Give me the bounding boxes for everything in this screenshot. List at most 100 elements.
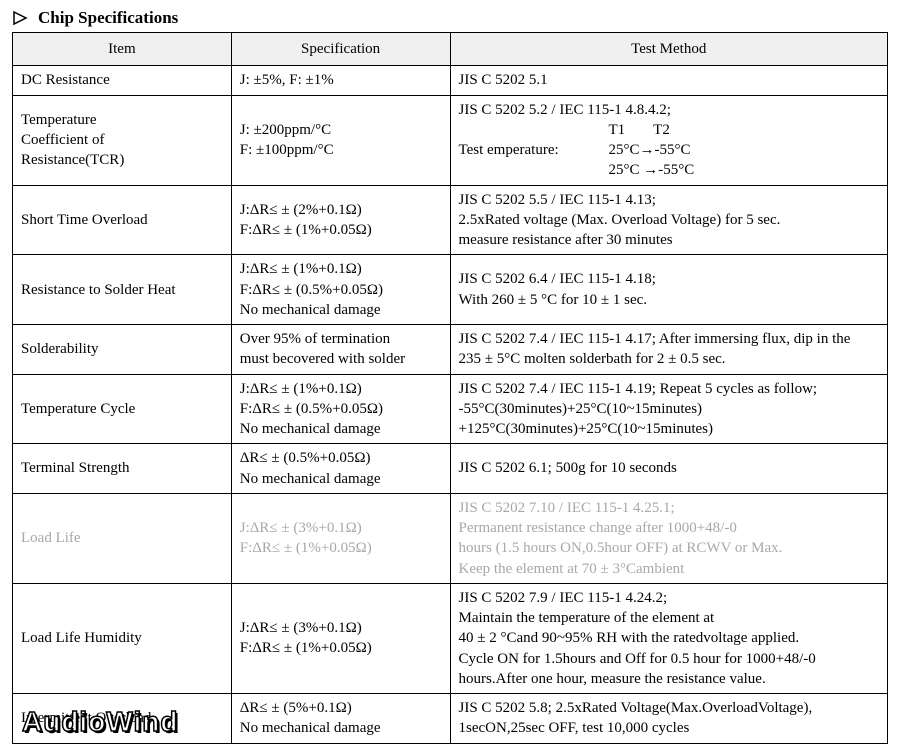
text-line: F:ΔR≤ ± (1%+0.05Ω) — [240, 220, 442, 240]
cell-item: Terminal Strength — [13, 444, 232, 494]
text-line: Over 95% of termination — [240, 329, 442, 349]
cell-test-tcr: JIS C 5202 5.2 / IEC 115-1 4.8.4.2;T1T2T… — [450, 95, 888, 185]
table-row: Load Life Humidity J:ΔR≤ ± (3%+0.1Ω)F:ΔR≤… — [13, 583, 888, 693]
triangle-icon — [12, 10, 28, 26]
col-item: Item — [13, 33, 232, 66]
text-line: F:ΔR≤ ± (1%+0.05Ω) — [240, 638, 442, 658]
cell-item: Short Time Overload — [13, 185, 232, 255]
text-line: Load Life — [21, 528, 223, 548]
section-heading: Chip Specifications — [12, 8, 888, 28]
text-line: must becovered with solder — [240, 349, 442, 369]
text-line: F:ΔR≤ ± (0.5%+0.05Ω) — [240, 280, 442, 300]
text-line: No mechanical damage — [240, 419, 442, 439]
cell-spec: J:ΔR≤ ± (3%+0.1Ω)F:ΔR≤ ± (1%+0.05Ω) — [231, 583, 450, 693]
cell-test: JIS C 5202 5.1 — [450, 66, 888, 95]
cell-spec: J:ΔR≤ ± (3%+0.1Ω)F:ΔR≤ ± (1%+0.05Ω) — [231, 493, 450, 583]
table-row: Intermittent Overload ΔR≤ ± (5%+0.1Ω)No m… — [13, 694, 888, 744]
cell-test: JIS C 5202 7.10 / IEC 115-1 4.25.1;Perma… — [450, 493, 888, 583]
text-line: +125°C(30minutes)+25°C(10~15minutes) — [459, 419, 880, 439]
cell-item: Solderability — [13, 325, 232, 375]
text-line: JIS C 5202 5.8; 2.5xRated Voltage(Max.Ov… — [459, 698, 880, 718]
text-line: Maintain the temperature of the element … — [459, 608, 880, 628]
table-row: TemperatureCoefficient ofResistance(TCR)… — [13, 95, 888, 185]
text-line: JIS C 5202 5.2 / IEC 115-1 4.8.4.2; — [459, 100, 880, 120]
text-line: Resistance(TCR) — [21, 150, 223, 170]
text-line: F:ΔR≤ ± (1%+0.05Ω) — [240, 538, 442, 558]
text-line: 25°C →-55°C — [459, 160, 880, 180]
text-line: Short Time Overload — [21, 210, 223, 230]
table-row: DC Resistance J: ±5%, F: ±1% JIS C 5202 5.… — [13, 66, 888, 95]
text-line: No mechanical damage — [240, 300, 442, 320]
cell-spec: ΔR≤ ± (0.5%+0.05Ω)No mechanical damage — [231, 444, 450, 494]
cell-test: JIS C 5202 7.9 / IEC 115-1 4.24.2;Mainta… — [450, 583, 888, 693]
text-line: JIS C 5202 7.9 / IEC 115-1 4.24.2; — [459, 588, 880, 608]
cell-spec: Over 95% of terminationmust becovered wi… — [231, 325, 450, 375]
cell-test: JIS C 5202 7.4 / IEC 115-1 4.17; After i… — [450, 325, 888, 375]
cell-test: JIS C 5202 6.1; 500g for 10 seconds — [450, 444, 888, 494]
text-line: JIS C 5202 5.1 — [459, 70, 880, 90]
col-spec: Specification — [231, 33, 450, 66]
text-line: J: ±5%, F: ±1% — [240, 70, 442, 90]
cell-spec: J: ±5%, F: ±1% — [231, 66, 450, 95]
text-line: J: ±200ppm/°C — [240, 120, 442, 140]
text-line: Coefficient of — [21, 130, 223, 150]
text-line: Intermittent Overload — [21, 708, 223, 728]
cell-test: JIS C 5202 5.8; 2.5xRated Voltage(Max.Ov… — [450, 694, 888, 744]
text-line: JIS C 5202 7.4 / IEC 115-1 4.19; Repeat … — [459, 379, 880, 399]
text-line: JIS C 5202 6.1; 500g for 10 seconds — [459, 458, 880, 478]
text-line: Temperature — [21, 110, 223, 130]
text-line: Terminal Strength — [21, 458, 223, 478]
text-line: Test emperature:25°C→-55°C — [459, 140, 880, 160]
table-row: Load Life J:ΔR≤ ± (3%+0.1Ω)F:ΔR≤ ± (1%+0.… — [13, 493, 888, 583]
table-row: Resistance to Solder Heat J:ΔR≤ ± (1%+0.1… — [13, 255, 888, 325]
text-line: Cycle ON for 1.5hours and Off for 0.5 ho… — [459, 649, 880, 669]
text-line: hours (1.5 hours ON,0.5hour OFF) at RCWV… — [459, 538, 880, 558]
text-line: 235 ± 5°C molten solderbath for 2 ± 0.5 … — [459, 349, 880, 369]
text-line: JIS C 5202 6.4 / IEC 115-1 4.18; — [459, 269, 880, 289]
cell-test: JIS C 5202 7.4 / IEC 115-1 4.19; Repeat … — [450, 374, 888, 444]
text-line: With 260 ± 5 °C for 10 ± 1 sec. — [459, 290, 880, 310]
text-line: J:ΔR≤ ± (1%+0.1Ω) — [240, 259, 442, 279]
text-line: F: ±100ppm/°C — [240, 140, 442, 160]
table-row: Terminal Strength ΔR≤ ± (0.5%+0.05Ω)No me… — [13, 444, 888, 494]
text-line: JIS C 5202 7.10 / IEC 115-1 4.25.1; — [459, 498, 880, 518]
cell-item: TemperatureCoefficient ofResistance(TCR) — [13, 95, 232, 185]
cell-spec: J:ΔR≤ ± (1%+0.1Ω)F:ΔR≤ ± (0.5%+0.05Ω)No … — [231, 255, 450, 325]
text-line: J:ΔR≤ ± (1%+0.1Ω) — [240, 379, 442, 399]
section-title: Chip Specifications — [38, 8, 178, 28]
text-line: ΔR≤ ± (5%+0.1Ω) — [240, 698, 442, 718]
text-line: 2.5xRated voltage (Max. Overload Voltage… — [459, 210, 880, 230]
text-line: Temperature Cycle — [21, 399, 223, 419]
cell-spec: J:ΔR≤ ± (1%+0.1Ω)F:ΔR≤ ± (0.5%+0.05Ω)No … — [231, 374, 450, 444]
text-line: J:ΔR≤ ± (3%+0.1Ω) — [240, 618, 442, 638]
cell-item: Load Life Humidity — [13, 583, 232, 693]
cell-item: Resistance to Solder Heat — [13, 255, 232, 325]
text-line: measure resistance after 30 minutes — [459, 230, 880, 250]
text-line: No mechanical damage — [240, 718, 442, 738]
table-row: Short Time Overload J:ΔR≤ ± (2%+0.1Ω)F:ΔR… — [13, 185, 888, 255]
text-line: Resistance to Solder Heat — [21, 280, 223, 300]
text-line: J:ΔR≤ ± (3%+0.1Ω) — [240, 518, 442, 538]
cell-test: JIS C 5202 6.4 / IEC 115-1 4.18;With 260… — [450, 255, 888, 325]
text-line: Keep the element at 70 ± 3°Cambient — [459, 559, 880, 579]
text-line: F:ΔR≤ ± (0.5%+0.05Ω) — [240, 399, 442, 419]
cell-spec: ΔR≤ ± (5%+0.1Ω)No mechanical damage — [231, 694, 450, 744]
text-line: T1T2 — [459, 120, 880, 140]
text-line: Solderability — [21, 339, 223, 359]
cell-item: DC Resistance — [13, 66, 232, 95]
text-line: J:ΔR≤ ± (2%+0.1Ω) — [240, 200, 442, 220]
page: Chip Specifications Item Specification T… — [12, 8, 888, 744]
text-line: 40 ± 2 °Cand 90~95% RH with the ratedvol… — [459, 628, 880, 648]
cell-test: JIS C 5202 5.5 / IEC 115-1 4.13;2.5xRate… — [450, 185, 888, 255]
text-line: -55°C(30minutes)+25°C(10~15minutes) — [459, 399, 880, 419]
text-line: ΔR≤ ± (0.5%+0.05Ω) — [240, 448, 442, 468]
cell-item: Intermittent Overload — [13, 694, 232, 744]
text-line: 1secON,25sec OFF, test 10,000 cycles — [459, 718, 880, 738]
cell-item: Temperature Cycle — [13, 374, 232, 444]
text-line: DC Resistance — [21, 70, 223, 90]
text-line: JIS C 5202 7.4 / IEC 115-1 4.17; After i… — [459, 329, 880, 349]
text-line: JIS C 5202 5.5 / IEC 115-1 4.13; — [459, 190, 880, 210]
table-header-row: Item Specification Test Method — [13, 33, 888, 66]
spec-table: Item Specification Test Method DC Resist… — [12, 32, 888, 744]
text-line: Load Life Humidity — [21, 628, 223, 648]
